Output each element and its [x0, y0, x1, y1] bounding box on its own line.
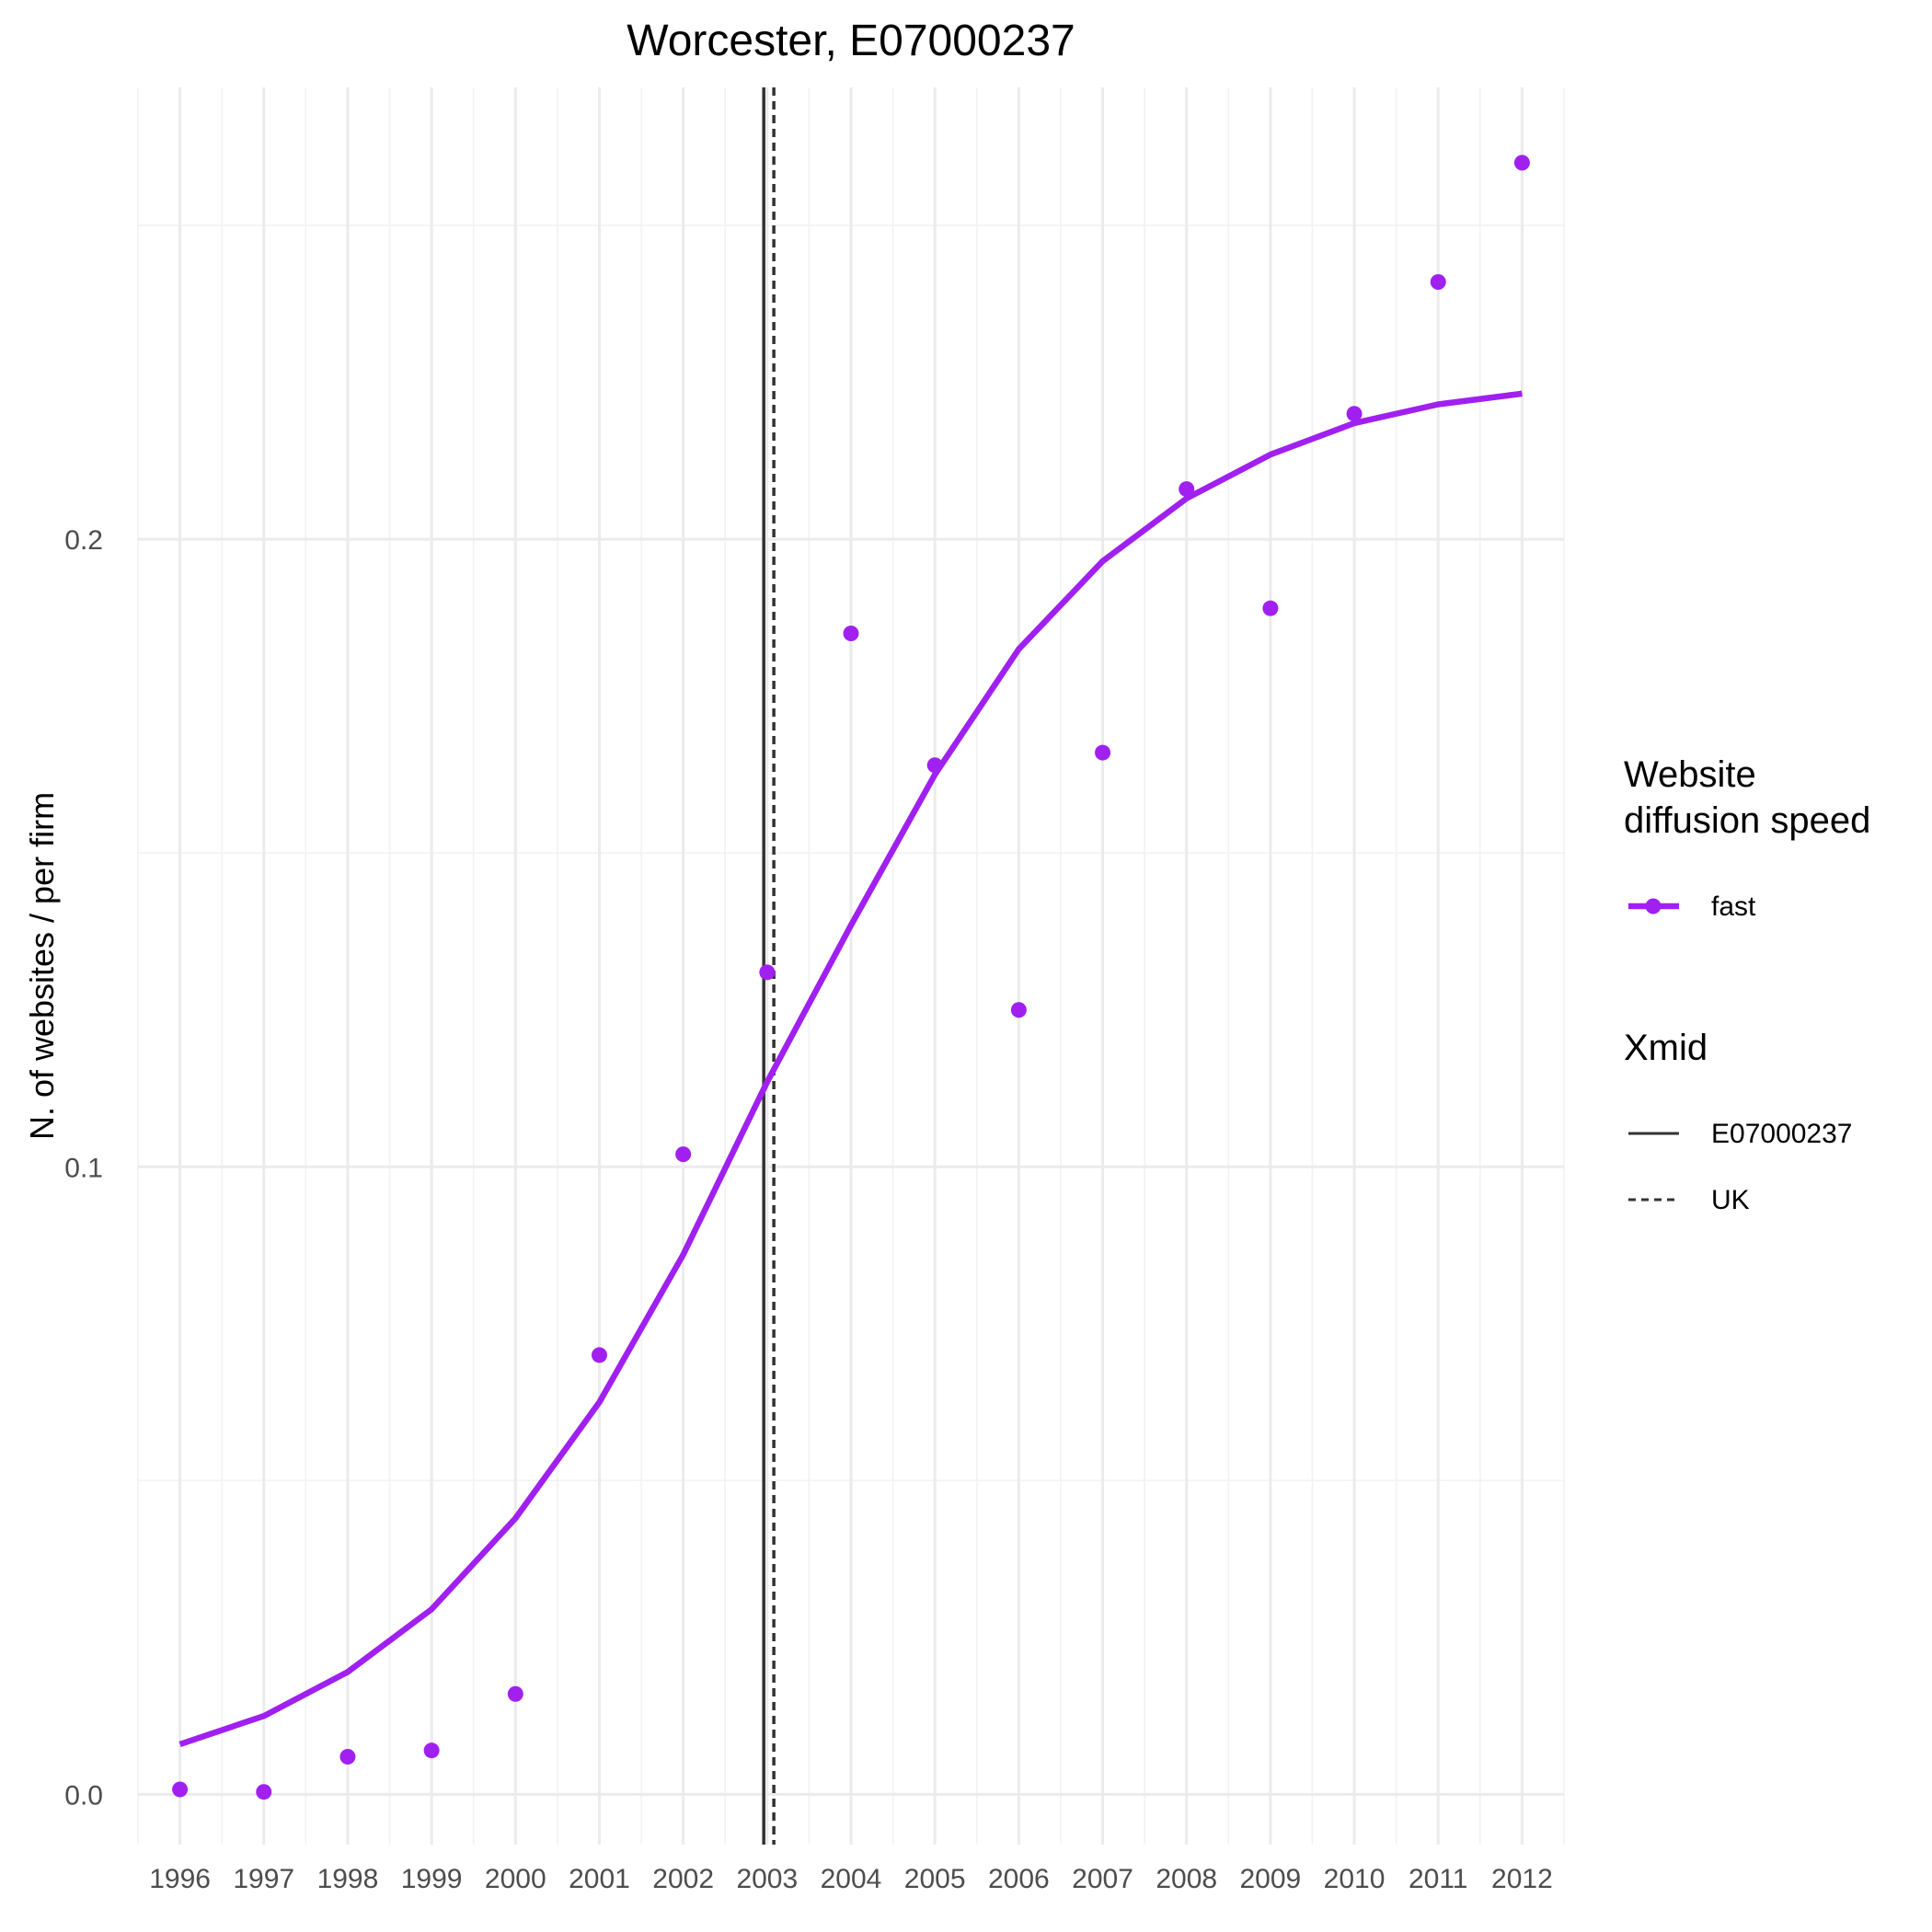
- x-tick-label: 2003: [736, 1864, 798, 1894]
- x-tick-label: 1997: [233, 1864, 294, 1894]
- x-tick-label: 1999: [401, 1864, 463, 1894]
- x-tick-label: 2009: [1240, 1864, 1302, 1894]
- x-tick-label: 2001: [569, 1864, 630, 1894]
- data-point: [172, 1781, 189, 1798]
- x-tick-label: 2012: [1491, 1864, 1553, 1894]
- y-tick-label: 0.2: [64, 525, 103, 556]
- series: [172, 155, 1530, 1800]
- data-point: [675, 1146, 692, 1163]
- data-point: [256, 1784, 272, 1800]
- legend-label: fast: [1711, 891, 1756, 922]
- x-tick-label: 1998: [317, 1864, 379, 1894]
- data-point: [1346, 406, 1363, 422]
- x-tick-label: 2004: [821, 1864, 882, 1894]
- data-point: [1262, 600, 1279, 616]
- x-tick-label: 2007: [1072, 1864, 1133, 1894]
- legend-title: Website: [1624, 754, 1756, 795]
- x-tick-label: 2000: [485, 1864, 546, 1894]
- x-tick-label: 1996: [149, 1864, 211, 1894]
- legend-label: E07000237: [1711, 1119, 1853, 1149]
- fit-line-fast: [178, 390, 1523, 1747]
- legend-key-point: [1645, 898, 1662, 914]
- data-point: [759, 964, 776, 981]
- data-point: [1430, 273, 1446, 290]
- data-point: [591, 1347, 607, 1363]
- x-tick-label: 2008: [1156, 1864, 1217, 1894]
- data-point: [843, 625, 859, 641]
- x-tick-label: 2002: [652, 1864, 714, 1894]
- grid: [137, 87, 1565, 1845]
- legend-title: Xmid: [1624, 1028, 1708, 1068]
- x-tick-label: 2010: [1324, 1864, 1386, 1894]
- x-tick-label: 2005: [904, 1864, 966, 1894]
- data-point: [339, 1749, 356, 1765]
- data-point: [1513, 155, 1530, 171]
- y-tick-label: 0.0: [64, 1780, 103, 1811]
- data-point: [1179, 481, 1195, 498]
- data-point: [423, 1742, 440, 1759]
- legend-label: UK: [1711, 1185, 1750, 1215]
- chart-title: Worcester, E07000237: [627, 17, 1075, 65]
- data-point: [1010, 1002, 1027, 1018]
- data-point: [507, 1685, 523, 1702]
- data-point: [1095, 744, 1111, 761]
- axes: 1996 1997 1998 1999 2000 2001 2002 2003 2004 2005…: [64, 525, 1553, 1894]
- x-tick-label: 2011: [1409, 1864, 1468, 1894]
- data-point: [926, 757, 943, 774]
- x-tick-label: 2006: [988, 1864, 1050, 1894]
- y-axis-title: N. of websites / per firm: [23, 792, 61, 1140]
- y-tick-label: 0.1: [64, 1153, 103, 1183]
- legend-title: diffusion speed: [1624, 800, 1870, 841]
- legend: Website diffusion speed fast Xmid E07000237 U…: [1624, 754, 1870, 1215]
